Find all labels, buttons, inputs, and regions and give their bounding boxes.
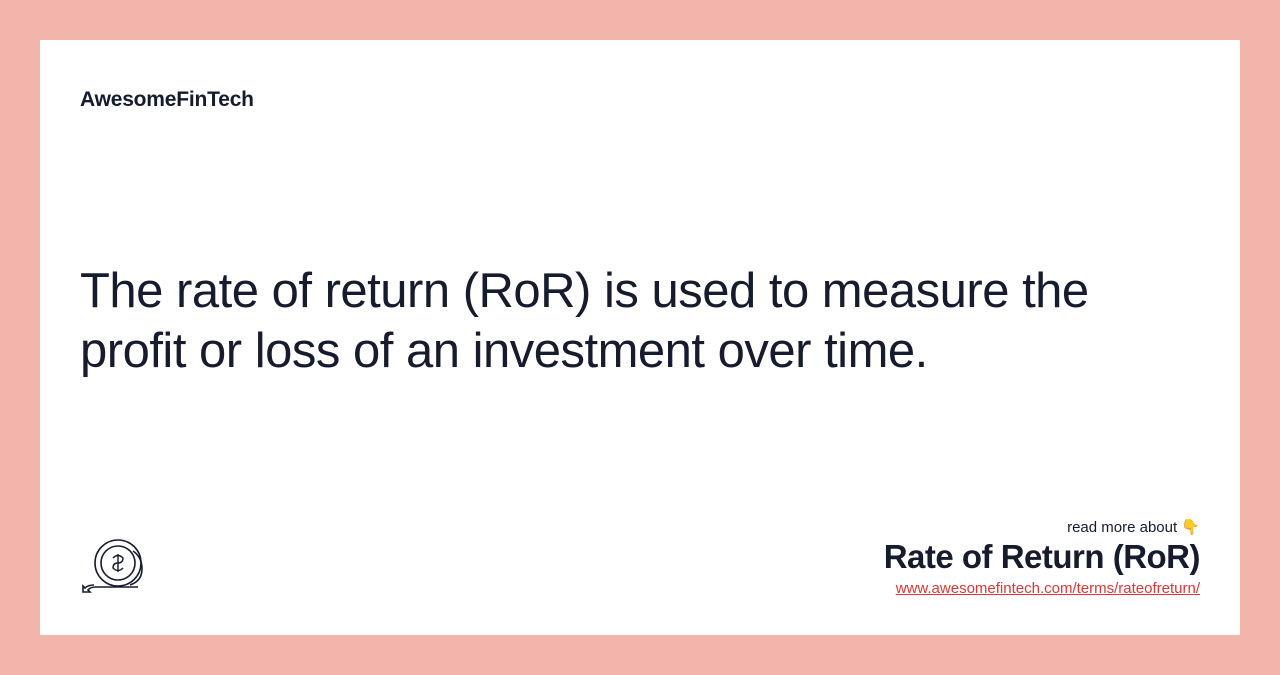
card-footer: read more about 👇 Rate of Return (RoR) w… bbox=[80, 518, 1200, 597]
read-more-label: read more about 👇 bbox=[1067, 518, 1200, 536]
brand-logo-text: AwesomeFinTech bbox=[80, 88, 1200, 112]
term-url-link[interactable]: www.awesomefintech.com/terms/rateofretur… bbox=[896, 580, 1200, 597]
coin-return-icon bbox=[80, 537, 158, 597]
term-title: Rate of Return (RoR) bbox=[884, 538, 1200, 576]
content-card: AwesomeFinTech The rate of return (RoR) … bbox=[40, 40, 1240, 635]
main-description: The rate of return (RoR) is used to meas… bbox=[80, 262, 1200, 382]
footer-right: read more about 👇 Rate of Return (RoR) w… bbox=[884, 518, 1200, 597]
